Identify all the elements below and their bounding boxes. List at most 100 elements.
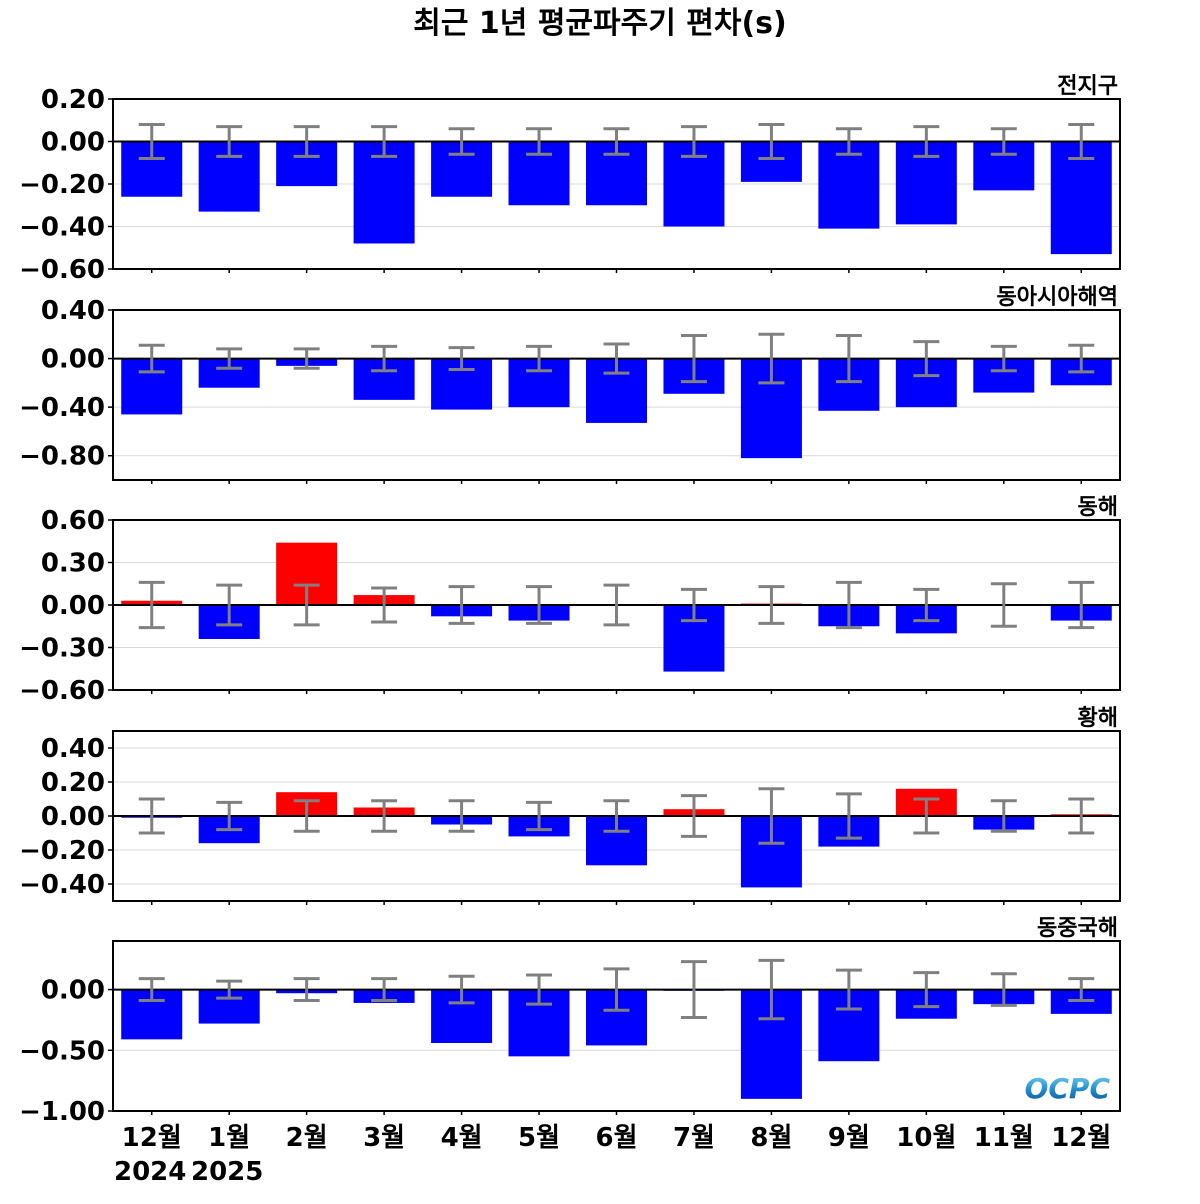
x-tick-label: 6월	[595, 1123, 637, 1153]
error-bar	[680, 794, 707, 838]
y-tick-label: −0.60	[19, 255, 105, 285]
error-bar	[138, 977, 165, 1002]
x-tick-label: 10월	[896, 1123, 956, 1153]
x-tick-label: 1월	[208, 1123, 250, 1153]
x-tick-label: 12월	[122, 1123, 182, 1153]
y-tick-label: 0.00	[41, 345, 105, 375]
error-bar	[138, 123, 165, 160]
error-bar	[913, 797, 940, 835]
x-year-label: 2025	[191, 1157, 263, 1187]
panel-label: 동중국해	[1037, 916, 1118, 941]
panel-1: 0.20 0.00 −0.20 −0.40 −0.60 전지구	[19, 74, 1121, 285]
y-tick-label: 0.00	[41, 591, 105, 621]
panel-label: 황해	[1078, 706, 1118, 731]
error-bar	[913, 125, 940, 158]
error-bar	[448, 799, 475, 833]
error-bar	[603, 342, 630, 375]
x-tick-label: 5월	[518, 1123, 560, 1153]
error-bar	[371, 799, 398, 833]
error-bar	[371, 586, 398, 624]
y-tick-label: 0.20	[41, 85, 105, 115]
error-bar	[758, 332, 785, 385]
x-year-label: 2024	[114, 1157, 186, 1187]
y-tick-label: −0.20	[19, 836, 105, 866]
error-bar	[758, 123, 785, 160]
error-bar	[1068, 580, 1095, 630]
panels-layer: 0.20 0.00 −0.20 −0.40 −0.60 전지구 0.40 0.00 −0.40 −…	[19, 74, 1121, 1127]
error-bar	[603, 583, 630, 627]
error-bar	[835, 580, 862, 630]
x-axis: 12월 1월 2월 3월 4월 5월 6월 7월 8월 9월 10월 11월 12월 2024 2025	[114, 1123, 1111, 1187]
bar	[818, 141, 880, 229]
y-tick-label: 0.20	[41, 768, 105, 798]
error-bar	[448, 974, 475, 1005]
error-bar	[448, 127, 475, 156]
x-tick-label: 9월	[828, 1123, 870, 1153]
error-bar	[293, 799, 320, 833]
error-bar	[216, 979, 243, 1000]
error-bar	[603, 127, 630, 156]
x-tick-label: 8월	[750, 1123, 792, 1153]
x-tick-label: 11월	[974, 1123, 1034, 1153]
panel-3: 0.60 0.30 0.00 −0.30 −0.60 동해	[19, 495, 1121, 706]
error-bar	[680, 960, 707, 1019]
x-tick-label: 7월	[673, 1123, 715, 1153]
y-tick-label: −0.40	[19, 393, 105, 423]
y-tick-label: 0.40	[41, 296, 105, 326]
error-bar	[138, 343, 165, 374]
error-bar	[913, 971, 940, 1009]
error-bar	[758, 585, 785, 625]
error-bar	[990, 799, 1017, 833]
error-bar	[526, 585, 553, 625]
panel-2: 0.40 0.00 −0.40 −0.80 동아시아해역	[19, 285, 1121, 484]
y-tick-label: 0.40	[41, 734, 105, 764]
error-bar	[526, 973, 553, 1006]
y-tick-label: −1.00	[19, 1097, 105, 1127]
error-bar	[758, 787, 785, 845]
x-tick-label: 12월	[1051, 1123, 1111, 1153]
panel-label: 동아시아해역	[997, 285, 1118, 310]
error-bar	[1068, 797, 1095, 835]
y-tick-label: −0.30	[19, 634, 105, 664]
error-bar	[216, 347, 243, 370]
error-bar	[371, 125, 398, 158]
error-bar	[758, 958, 785, 1021]
x-tick-label: 3월	[363, 1123, 405, 1153]
chart-title: 최근 1년 평균파주기 편차(s)	[413, 6, 787, 41]
error-bar	[293, 583, 320, 627]
error-bar	[990, 582, 1017, 628]
error-bar	[526, 344, 553, 373]
y-tick-label: 0.00	[41, 802, 105, 832]
error-bar	[138, 797, 165, 835]
error-bar	[680, 334, 707, 384]
error-bar	[1068, 977, 1095, 1002]
error-bar	[990, 344, 1017, 373]
y-tick-label: −0.60	[19, 676, 105, 706]
error-bar	[835, 127, 862, 156]
error-bar	[913, 340, 940, 378]
ocpc-logo: OCPC	[1025, 1072, 1111, 1105]
error-bar	[603, 967, 630, 1012]
error-bar	[1068, 123, 1095, 160]
error-bar	[371, 977, 398, 1002]
error-bar	[913, 587, 940, 623]
error-bar	[138, 580, 165, 630]
error-bar	[990, 972, 1017, 1007]
y-tick-label: 0.30	[41, 549, 105, 579]
y-tick-label: −0.20	[19, 170, 105, 200]
y-tick-label: −0.80	[19, 442, 105, 472]
error-bar	[680, 587, 707, 623]
x-tick-label: 2월	[286, 1123, 328, 1153]
panel-label: 전지구	[1057, 74, 1118, 99]
error-bar	[216, 583, 243, 627]
bar	[353, 141, 415, 244]
x-tick-label: 4월	[441, 1123, 483, 1153]
panel-label: 동해	[1078, 495, 1118, 520]
y-tick-label: −0.50	[19, 1036, 105, 1066]
y-tick-label: 0.00	[41, 976, 105, 1006]
bar	[1050, 141, 1112, 255]
error-bar	[448, 585, 475, 625]
error-bar	[680, 125, 707, 158]
error-bar	[293, 125, 320, 158]
